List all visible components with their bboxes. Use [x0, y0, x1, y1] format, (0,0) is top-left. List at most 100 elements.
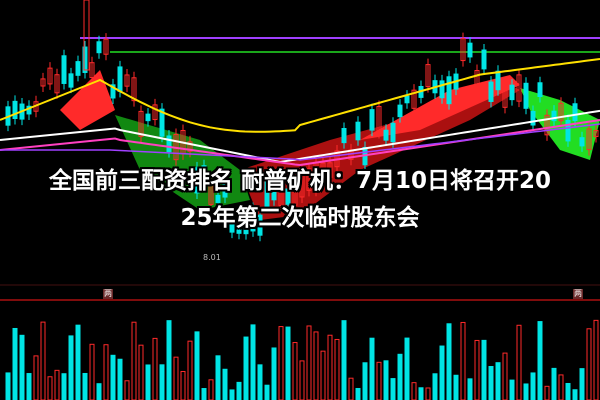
- candle-body: [152, 104, 158, 121]
- volume-bar: [397, 353, 403, 400]
- candle-body: [355, 121, 361, 141]
- candle-body: [586, 128, 592, 151]
- volume-bar: [369, 337, 375, 400]
- volume-bar: [460, 321, 466, 400]
- volume-bar: [334, 338, 340, 400]
- volume-bar: [488, 366, 494, 400]
- volume-bar: [439, 345, 445, 400]
- volume-bar: [138, 344, 144, 400]
- candle-body: [278, 190, 284, 206]
- candle-body: [124, 74, 130, 87]
- volume-bar: [40, 321, 46, 400]
- candle-body: [96, 41, 102, 54]
- candle-body: [236, 224, 242, 234]
- candle-body: [82, 46, 88, 73]
- candle-body: [523, 82, 529, 109]
- volume-bar: [47, 376, 53, 400]
- ma-pink-line: [0, 119, 600, 167]
- volume-bar: [586, 328, 592, 400]
- volume-bar: [278, 326, 284, 400]
- candle-body: [201, 165, 207, 174]
- candle-body: [390, 122, 396, 143]
- candle-body: [488, 81, 494, 102]
- candle-body: [306, 168, 312, 191]
- volume-bar: [565, 382, 571, 400]
- volume-bar: [530, 372, 536, 400]
- headline-line-2: 25年第二次临时股东会: [180, 205, 420, 231]
- volume-bar: [411, 382, 417, 400]
- candle-body: [341, 128, 347, 144]
- volume-bar: [327, 334, 333, 400]
- volume-bar: [404, 337, 410, 400]
- ma-white-line: [0, 109, 600, 164]
- up-band: [360, 75, 520, 140]
- volume-bar: [551, 367, 557, 400]
- volume-bar: [152, 337, 158, 400]
- candle-body: [215, 194, 221, 204]
- volume-bar: [502, 352, 508, 400]
- volume-bar: [75, 324, 81, 400]
- candle-body: [208, 179, 214, 205]
- volume-bar: [117, 358, 123, 400]
- candle-body: [327, 162, 333, 178]
- candle-body: [502, 84, 508, 108]
- low-price-label: 8.01: [203, 253, 221, 262]
- candle-body: [47, 67, 53, 85]
- candle-body: [75, 61, 81, 76]
- volume-bar: [348, 377, 354, 400]
- volume-bar: [537, 321, 543, 400]
- volume-bar: [299, 360, 305, 400]
- volume-bar: [376, 361, 382, 400]
- candle-body: [222, 182, 228, 198]
- candle-body: [516, 74, 522, 102]
- volume-bar: [110, 354, 116, 400]
- volume-bar: [54, 369, 60, 400]
- volume-bar: [222, 368, 228, 400]
- candle-body: [572, 103, 578, 121]
- candle-body: [369, 109, 375, 131]
- volume-bar: [124, 380, 130, 400]
- volume-bar: [355, 387, 361, 400]
- candle-body: [446, 76, 452, 105]
- ma-yellow-line: [0, 58, 600, 133]
- volume-bar: [229, 389, 235, 400]
- volume-bar: [523, 383, 529, 400]
- candle-body: [579, 137, 585, 147]
- candle-body: [159, 108, 165, 137]
- candle-body: [565, 119, 571, 142]
- volume-bar: [96, 383, 102, 400]
- volume-bar: [383, 360, 389, 400]
- volume-bar: [453, 374, 459, 400]
- indicator-badge: 两: [573, 289, 583, 299]
- candle-body: [292, 187, 298, 206]
- volume-bar: [12, 327, 18, 400]
- volume-bar: [544, 385, 550, 400]
- volume-bar: [257, 364, 263, 400]
- candle-body: [166, 135, 172, 153]
- candle-body: [187, 141, 193, 152]
- candle-body: [439, 80, 445, 99]
- candle-body: [138, 110, 144, 137]
- candle-body: [40, 78, 46, 87]
- candle-body: [271, 186, 277, 201]
- volume-bar: [61, 373, 67, 400]
- volume-bar: [572, 389, 578, 400]
- volume-bar: [250, 324, 256, 400]
- candle-body: [467, 42, 473, 58]
- candle-body: [103, 38, 109, 55]
- candle-body: [243, 218, 249, 235]
- volume-bar: [362, 362, 368, 400]
- candle-body: [250, 208, 256, 232]
- volume-bar: [159, 364, 165, 400]
- candle-body: [285, 188, 291, 205]
- volume-bar: [313, 331, 319, 400]
- volume-bar: [33, 355, 39, 400]
- volume-bar: [446, 323, 452, 400]
- candle-body: [110, 84, 116, 99]
- ma-purple-line: [0, 123, 600, 161]
- candle-body: [264, 181, 270, 208]
- volume-bar: [145, 364, 151, 400]
- volume-bar: [509, 379, 515, 400]
- volume-bar: [187, 340, 193, 400]
